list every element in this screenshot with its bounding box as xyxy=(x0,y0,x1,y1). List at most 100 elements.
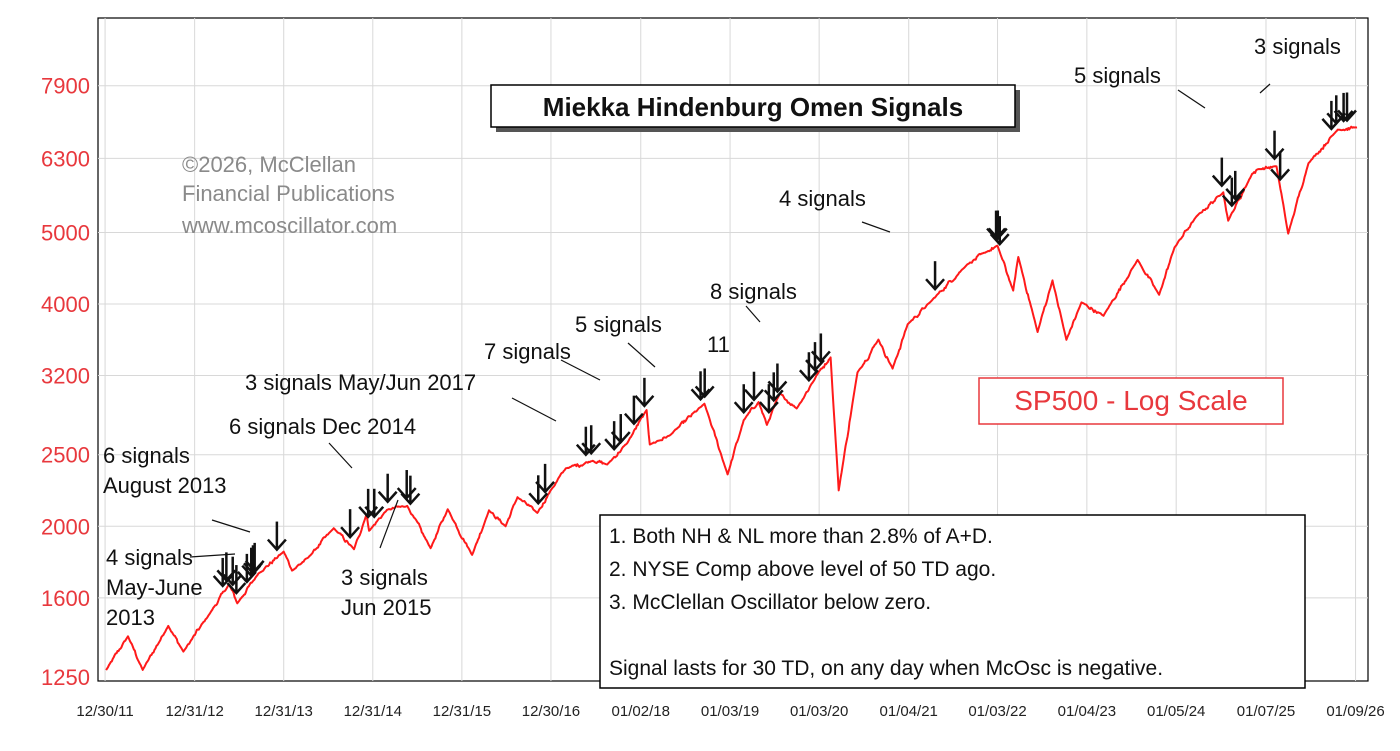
signal-arrow-head xyxy=(222,573,243,587)
signal-annotation: 3 signals Jun 2015 xyxy=(341,499,432,620)
annotation-text: 3 signals xyxy=(341,565,428,590)
chart-title: Miekka Hindenburg Omen Signals xyxy=(543,92,963,122)
x-tick-label: 01/04/21 xyxy=(880,703,938,720)
annotation-text: 7 signals xyxy=(484,339,571,364)
x-tick-label: 12/30/16 xyxy=(522,703,580,720)
annotation-text: 4 signals xyxy=(779,186,866,211)
sp500-line xyxy=(105,125,1358,671)
x-tick-label: 01/05/24 xyxy=(1147,703,1205,720)
annotation-text: August 2013 xyxy=(103,473,227,498)
annotation-text: 8 signals xyxy=(710,279,797,304)
annotation-leader xyxy=(627,342,656,368)
signal-arrow-head xyxy=(400,492,421,506)
signal-arrow-head xyxy=(610,431,631,444)
signal-arrow xyxy=(798,352,819,383)
signal-arrow-head xyxy=(226,582,247,595)
annotation-leader xyxy=(328,442,353,469)
title-frame xyxy=(490,84,1016,128)
signal-annotation: 7 signals xyxy=(484,339,601,381)
signal-arrow xyxy=(767,363,788,394)
signal-arrow xyxy=(1221,177,1242,208)
signal-arrow xyxy=(1270,151,1291,182)
rules-box: 1. Both NH & NL more than 2.8% of A+D. 2… xyxy=(599,514,1306,689)
signal-arrow-head xyxy=(581,442,602,456)
series-label-frame xyxy=(978,377,1284,425)
signal-arrow xyxy=(340,509,361,540)
copyright-line-1: ©2026, McClellan xyxy=(182,152,356,177)
annotation-text: 5 signals xyxy=(1074,63,1161,88)
signal-arrow xyxy=(244,542,265,573)
signal-arrow xyxy=(634,377,655,408)
signal-arrow-head xyxy=(758,401,779,415)
signal-annotation: 3 signals xyxy=(1254,34,1341,94)
x-tick-label: 12/30/11 xyxy=(76,703,133,720)
signal-arrow-head xyxy=(377,490,398,504)
x-tick-label: 01/03/20 xyxy=(790,703,848,720)
copyright-line-2: Financial Publications xyxy=(182,181,395,206)
signal-arrow-head xyxy=(763,389,784,403)
signal-arrow xyxy=(744,371,764,402)
copyright-line-3: www.mcoscillator.com xyxy=(181,213,397,238)
signal-arrow-head xyxy=(989,233,1010,246)
signal-arrow xyxy=(989,216,1010,246)
annotation-leader xyxy=(211,519,251,533)
y-tick-label: 1250 xyxy=(41,665,90,690)
signal-arrow-head xyxy=(1211,174,1232,188)
signal-arrow-head xyxy=(744,388,764,402)
x-tick-label: 12/31/14 xyxy=(344,703,402,720)
rule-3: 3. McClellan Oscillator below zero. xyxy=(609,591,931,614)
signal-arrow-head xyxy=(1221,194,1242,208)
y-tick-label: 4000 xyxy=(41,292,90,317)
y-tick-label: 5000 xyxy=(41,220,90,245)
annotation-text: 2013 xyxy=(106,605,155,630)
x-tick-label: 01/02/18 xyxy=(612,703,670,720)
x-axis: 12/30/11 12/31/12 12/31/13 12/31/14 12/31/15… xyxy=(76,703,1384,720)
signal-arrow-head xyxy=(1270,168,1291,182)
signal-annotation: 11 xyxy=(707,332,730,357)
signal-arrow-head xyxy=(798,369,819,383)
rules-frame xyxy=(599,514,1306,689)
signal-arrow xyxy=(364,488,385,519)
signal-arrow xyxy=(226,565,247,595)
signal-arrow xyxy=(987,210,1008,241)
signal-arrow xyxy=(535,463,556,494)
signal-arrow-head xyxy=(1225,188,1246,201)
chart-title-box: Miekka Hindenburg Omen Signals xyxy=(490,84,1020,132)
annotation-leader xyxy=(745,305,761,323)
signal-annotation: 8 signals xyxy=(710,279,797,323)
y-tick-label: 1600 xyxy=(41,586,90,611)
annotation-leader xyxy=(1259,83,1271,94)
x-tick-label: 01/03/22 xyxy=(968,703,1026,720)
signal-arrow-head xyxy=(733,401,754,415)
signal-arrow-head xyxy=(364,505,385,519)
rule-signal-duration: Signal lasts for 30 TD, on any day when … xyxy=(609,657,1163,680)
signal-arrow-head xyxy=(528,492,549,506)
signal-arrow-head xyxy=(767,380,788,394)
signal-arrow xyxy=(377,473,398,504)
signal-annotation: 6 signals August 2013 xyxy=(103,443,251,533)
signal-arrow xyxy=(1211,157,1232,188)
y-axis: 1250 1600 2000 2500 3200 4000 5000 6300 7900 xyxy=(41,74,90,690)
x-tick-label: 12/31/15 xyxy=(433,703,491,720)
copyright-notice: ©2026, McClellan Financial Publications … xyxy=(181,152,397,238)
series-label: SP500 - Log Scale xyxy=(1014,385,1248,416)
signal-annotation: 6 signals Dec 2014 xyxy=(229,414,416,469)
signal-arrow xyxy=(266,521,287,552)
annotation-text: 11 xyxy=(707,332,730,357)
x-tick-label: 12/31/13 xyxy=(255,703,313,720)
series-label-box: SP500 - Log Scale xyxy=(978,377,1284,425)
signal-arrow-head xyxy=(694,385,715,399)
signal-arrow-head xyxy=(266,538,287,552)
annotation-leader xyxy=(861,221,891,233)
signal-arrow-head xyxy=(1333,110,1354,123)
signal-arrow xyxy=(810,333,831,364)
signal-arrow-head xyxy=(340,526,361,540)
annotation-text: May-June xyxy=(106,575,203,600)
annotation-text: 3 signals xyxy=(1254,34,1341,59)
signal-arrow xyxy=(733,384,754,415)
annotation-leader xyxy=(189,553,236,558)
signal-arrow xyxy=(581,425,602,456)
signal-arrow xyxy=(610,414,631,444)
x-tick-label: 12/31/12 xyxy=(165,703,223,720)
